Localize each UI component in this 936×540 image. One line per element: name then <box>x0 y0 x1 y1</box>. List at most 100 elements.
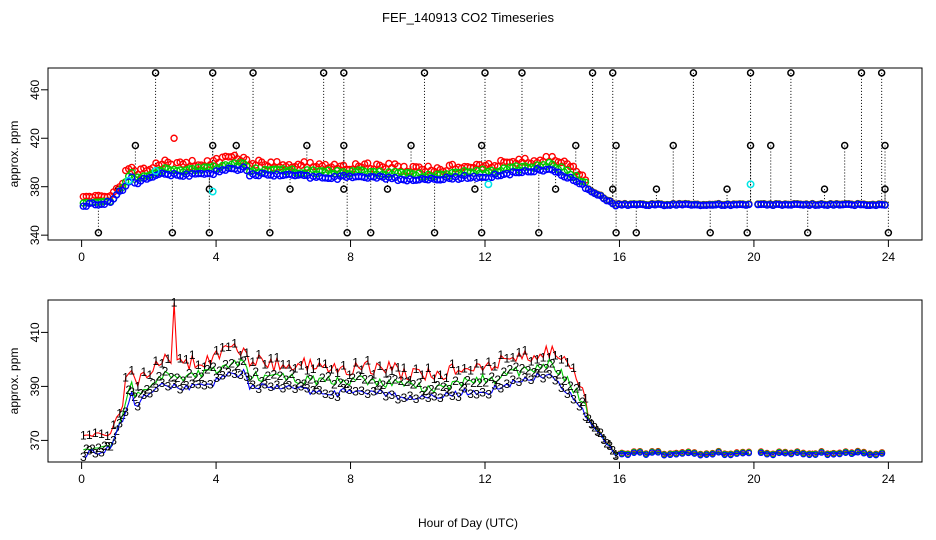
bottom-series3-point <box>818 449 825 456</box>
bottom-series2-marker: 2 <box>343 377 350 391</box>
flag-high-point <box>249 69 257 77</box>
top-series3-point <box>563 174 572 182</box>
bottom-series3-marker: 3 <box>419 389 426 403</box>
bottom-series3-marker: 3 <box>461 382 468 396</box>
bottom-series3-point <box>660 452 668 459</box>
bottom-series1-marker: 1 <box>268 352 275 366</box>
bottom-series2-marker: 2 <box>507 363 514 377</box>
bottom-series1-marker: 1 <box>346 368 353 382</box>
top-series3-point <box>593 191 602 199</box>
bottom-x-tick-label: 24 <box>882 472 896 486</box>
bottom-series3-marker: 3 <box>261 377 268 391</box>
bottom-series1-marker: 1 <box>292 362 299 376</box>
top-series2-point <box>557 163 566 171</box>
bottom-series1-marker: 1 <box>340 359 347 373</box>
bottom-series1-marker: 1 <box>219 341 226 355</box>
bottom-series1-marker: 1 <box>231 337 238 351</box>
bottom-series3-marker: 3 <box>546 367 553 381</box>
flag-high-point <box>151 69 160 77</box>
bottom-series3-marker: 3 <box>558 381 565 395</box>
calibration-point <box>484 180 493 189</box>
bottom-series3-marker: 3 <box>195 377 202 391</box>
bottom-series1-marker: 1 <box>189 348 196 362</box>
bottom-series1-marker: 1 <box>310 362 317 376</box>
bottom-series2-marker: 2 <box>410 378 417 392</box>
bottom-series1-marker: 1 <box>425 361 432 375</box>
top-x-tick-label: 4 <box>213 250 220 264</box>
bottom-series1-marker: 1 <box>431 372 438 386</box>
bottom-series1-marker: 1 <box>540 350 547 364</box>
bottom-series2-marker: 2 <box>367 373 374 387</box>
top-x-tick-label: 16 <box>613 250 627 264</box>
bottom-series2-marker: 2 <box>234 359 241 373</box>
bottom-series1-marker: 1 <box>147 368 154 382</box>
bottom-series2-marker: 2 <box>271 368 278 382</box>
bottom-series2-marker: 2 <box>131 390 138 404</box>
bottom-series3-marker: 3 <box>437 391 444 405</box>
top-y-axis-label: approx. ppm <box>7 121 21 188</box>
top-series3-point <box>742 201 750 209</box>
bottom-series2-marker: 2 <box>162 364 169 378</box>
bottom-series1-marker: 1 <box>389 364 396 378</box>
bottom-series1-marker: 1 <box>522 344 529 358</box>
bottom-series2-marker: 2 <box>543 361 550 375</box>
bottom-series3-marker: 3 <box>401 391 408 405</box>
bottom-series1-marker: 1 <box>576 379 583 393</box>
bottom-series3-marker: 3 <box>413 392 420 406</box>
top-series3-point <box>527 168 535 176</box>
bottom-series3-point <box>806 451 813 459</box>
bottom-series2-marker: 2 <box>579 395 586 409</box>
bottom-series3-point <box>836 450 843 458</box>
top-series3-point <box>97 200 106 208</box>
bottom-series1-marker: 1 <box>298 359 305 373</box>
bottom-series1-marker: 1 <box>485 355 492 369</box>
bottom-series2-marker: 2 <box>289 367 296 381</box>
bottom-series1-marker: 1 <box>443 371 450 385</box>
bottom-series1-marker: 1 <box>274 351 281 365</box>
bottom-series2-marker: 2 <box>307 373 314 387</box>
top-series3-point <box>881 201 889 209</box>
bottom-series3-point <box>794 449 801 456</box>
bottom-series1-marker: 1 <box>376 359 383 373</box>
bottom-series3-marker: 3 <box>346 383 353 397</box>
bottom-series1-marker: 1 <box>304 364 311 378</box>
flag-mid-low-point <box>820 185 829 193</box>
top-y-tick-label: 420 <box>28 128 42 148</box>
flag-low-point <box>612 228 620 237</box>
bottom-series3-point <box>654 449 662 456</box>
bottom-series2-marker: 2 <box>470 376 477 390</box>
flag-mid-high-point <box>612 141 620 150</box>
bottom-series2-marker: 2 <box>379 378 386 392</box>
bottom-series1-marker: 1 <box>165 352 172 366</box>
bottom-series2-marker: 2 <box>549 356 556 370</box>
bottom-series1-marker: 1 <box>395 361 402 375</box>
flag-mid-high-point <box>131 141 140 150</box>
bottom-series3-marker: 3 <box>364 387 371 401</box>
bottom-series2-marker: 2 <box>440 380 447 394</box>
bottom-series2-marker: 2 <box>555 368 562 382</box>
bottom-series3-point <box>630 449 638 456</box>
bottom-series3-point <box>727 451 734 459</box>
bottom-series3-marker: 3 <box>352 384 359 398</box>
bottom-series3-marker: 3 <box>395 392 402 406</box>
bottom-series2-marker: 2 <box>204 363 211 377</box>
bottom-x-tick-label: 20 <box>747 472 761 486</box>
bottom-series3-marker: 3 <box>110 433 117 447</box>
bottom-series3-marker: 3 <box>231 367 238 381</box>
bottom-series3-point <box>715 449 722 456</box>
bottom-series3-marker: 3 <box>407 389 414 403</box>
bottom-series3-marker: 3 <box>449 389 456 403</box>
calibration-point <box>746 180 755 189</box>
bottom-series1-marker: 1 <box>364 354 371 368</box>
bottom-y-axis-label: approx. ppm <box>7 348 21 415</box>
bottom-series2-marker: 2 <box>277 369 284 383</box>
bottom-series2-marker: 2 <box>434 378 441 392</box>
bottom-series3-point <box>763 451 771 458</box>
bottom-series3-marker: 3 <box>128 385 135 399</box>
flag-high-point <box>420 69 429 77</box>
bottom-series3-marker: 3 <box>552 373 559 387</box>
bottom-series1-marker: 1 <box>153 354 160 368</box>
bottom-series3-marker: 3 <box>280 381 287 395</box>
bottom-series2-marker: 2 <box>476 376 483 390</box>
bottom-series1-marker: 1 <box>449 357 456 371</box>
